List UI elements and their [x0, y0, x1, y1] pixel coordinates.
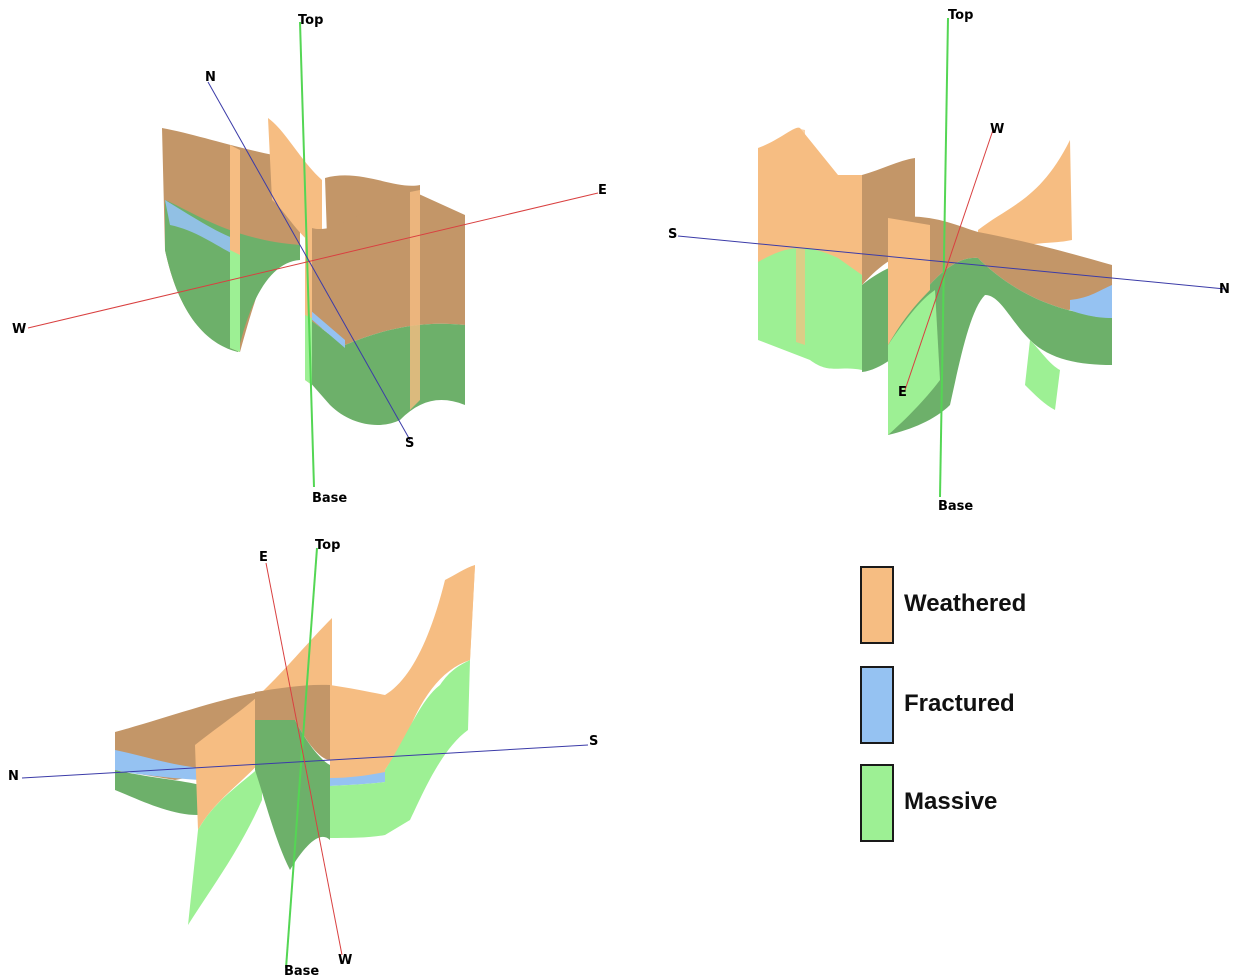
fence-panel — [385, 565, 475, 835]
east-west-axis — [27, 192, 599, 329]
legend-swatch-weathered — [860, 566, 894, 644]
axis-label-east: E — [259, 550, 268, 565]
axis-label-top: Top — [315, 538, 340, 553]
east-west-axis — [265, 562, 343, 956]
axis-label-top: Top — [298, 13, 323, 28]
legend-swatch-massive — [860, 764, 894, 842]
axis-label-south: S — [668, 227, 677, 242]
fence-panel — [888, 216, 1112, 435]
axis-label-base: Base — [284, 964, 319, 978]
fence-view-2: Top Base N S E W — [668, 8, 1230, 514]
axis-label-top: Top — [948, 8, 973, 23]
axis-label-north: N — [8, 769, 19, 784]
north-south-axis — [21, 744, 589, 779]
legend-label-fractured: Fractured — [904, 690, 1015, 717]
axis-label-north: N — [1219, 282, 1230, 297]
legend-swatch-fractured — [860, 666, 894, 744]
legend-item-weathered: Weathered — [860, 566, 1080, 646]
vertical-axis — [939, 17, 949, 498]
fence-panel — [978, 140, 1072, 260]
axis-label-base: Base — [938, 499, 973, 514]
vertical-axis — [299, 21, 315, 488]
legend: Weathered Fractured Massive — [860, 566, 1080, 848]
fence-panel — [255, 684, 330, 870]
fence-panel — [188, 692, 262, 925]
legend-item-fractured: Fractured — [860, 666, 1080, 746]
fence-panel — [262, 618, 332, 694]
fence-panel — [330, 685, 385, 838]
axis-label-south: S — [405, 436, 414, 451]
axis-label-west: W — [12, 322, 26, 337]
axis-label-east: E — [898, 385, 907, 400]
fence-view-1: Top Base N S E W — [12, 13, 607, 506]
axis-label-west: W — [338, 953, 352, 968]
axis-label-north: N — [205, 70, 216, 85]
north-south-axis — [677, 235, 1226, 290]
north-south-axis — [207, 81, 411, 441]
fence-view-3: Top Base N S E W — [8, 538, 598, 978]
axis-label-west: W — [990, 122, 1004, 137]
axis-label-base: Base — [312, 491, 347, 506]
axis-label-east: E — [598, 183, 607, 198]
fence-panel — [305, 190, 465, 425]
legend-label-weathered: Weathered — [904, 590, 1027, 617]
axis-label-south: S — [589, 734, 598, 749]
legend-label-massive: Massive — [904, 788, 998, 815]
east-west-axis — [904, 129, 994, 391]
legend-item-massive: Massive — [860, 764, 1080, 844]
vertical-axis — [285, 547, 318, 969]
